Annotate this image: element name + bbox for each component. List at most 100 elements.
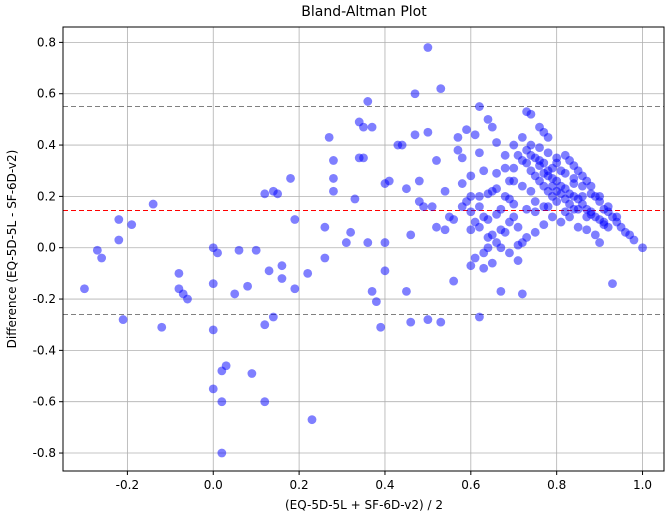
data-point xyxy=(410,89,420,99)
data-point xyxy=(475,191,484,201)
data-point xyxy=(470,217,480,227)
data-point xyxy=(509,163,519,173)
data-point xyxy=(251,245,261,255)
data-point xyxy=(273,189,283,199)
data-point xyxy=(466,261,476,271)
data-point xyxy=(127,220,137,230)
data-point xyxy=(509,176,519,186)
data-point xyxy=(423,127,433,137)
x-tick-label: 0.4 xyxy=(375,478,394,492)
data-point xyxy=(329,186,338,196)
data-point xyxy=(586,189,596,199)
data-point xyxy=(612,212,622,222)
data-point xyxy=(565,212,574,222)
data-point xyxy=(552,153,562,163)
data-point xyxy=(436,84,446,93)
data-point xyxy=(80,284,89,294)
data-point xyxy=(432,156,441,165)
data-point xyxy=(260,397,270,407)
data-point xyxy=(341,238,351,247)
data-point xyxy=(466,225,476,235)
y-tick-label: -0.6 xyxy=(33,395,56,409)
data-point xyxy=(346,227,356,237)
data-point xyxy=(530,227,540,237)
data-point xyxy=(380,238,390,247)
data-point xyxy=(367,122,377,132)
data-point xyxy=(479,166,489,176)
chart-title: Bland-Altman Plot xyxy=(301,4,427,20)
data-point xyxy=(595,238,605,247)
data-point xyxy=(509,140,519,150)
data-point xyxy=(436,317,446,327)
data-point xyxy=(457,179,467,188)
data-point xyxy=(590,230,600,240)
data-point xyxy=(268,312,278,322)
data-point xyxy=(475,102,484,111)
data-point xyxy=(208,279,218,289)
data-point xyxy=(234,245,244,255)
y-tick-label: 0.6 xyxy=(37,87,56,101)
data-point xyxy=(496,243,506,253)
data-point xyxy=(582,225,592,235)
data-point xyxy=(526,140,536,150)
data-point xyxy=(243,281,252,291)
data-point xyxy=(586,181,596,191)
data-point xyxy=(543,132,553,142)
data-point xyxy=(603,207,613,217)
y-tick-label: -0.8 xyxy=(33,446,56,460)
data-points xyxy=(80,43,647,458)
data-point xyxy=(569,174,579,183)
data-point xyxy=(376,322,386,332)
x-tick-label: 0.0 xyxy=(204,478,223,492)
data-point xyxy=(483,243,493,253)
data-point xyxy=(453,145,463,155)
data-point xyxy=(410,130,420,140)
data-point xyxy=(423,315,433,324)
data-point xyxy=(118,315,128,324)
data-point xyxy=(530,207,540,217)
data-point xyxy=(535,156,544,165)
data-point xyxy=(453,132,463,142)
data-point xyxy=(578,181,587,191)
data-point xyxy=(505,248,514,258)
data-point xyxy=(217,448,227,458)
data-point xyxy=(307,415,317,425)
data-point xyxy=(427,202,437,212)
data-point xyxy=(367,286,377,296)
data-point xyxy=(500,163,510,173)
data-point xyxy=(483,189,493,199)
data-point xyxy=(475,148,484,158)
y-axis-ticks: -0.8 -0.6 -0.4 -0.2 0.0 0.2 0.4 0.6 0.8 xyxy=(33,35,63,460)
data-point xyxy=(479,263,489,273)
data-point xyxy=(522,233,532,242)
data-point xyxy=(324,132,334,142)
data-point xyxy=(492,184,501,194)
data-point xyxy=(560,194,570,204)
data-point xyxy=(526,150,536,160)
grid-lines xyxy=(63,27,664,471)
data-point xyxy=(595,197,605,206)
data-point xyxy=(543,171,553,181)
data-point xyxy=(492,138,501,147)
data-point xyxy=(522,204,532,214)
data-point xyxy=(329,156,338,165)
data-point xyxy=(530,197,540,206)
data-point xyxy=(556,217,566,227)
data-point xyxy=(470,130,480,140)
y-tick-label: 0.8 xyxy=(37,35,56,49)
data-point xyxy=(513,256,523,265)
data-point xyxy=(483,114,493,124)
data-point xyxy=(406,230,416,240)
y-tick-label: -0.2 xyxy=(33,292,56,306)
data-point xyxy=(539,220,549,230)
data-point xyxy=(513,240,523,250)
data-point xyxy=(286,174,295,183)
x-tick-label: 1.0 xyxy=(633,478,652,492)
data-point xyxy=(440,225,450,235)
data-point xyxy=(208,384,218,394)
data-point xyxy=(475,202,484,212)
data-point xyxy=(543,148,553,158)
y-tick-label: 0.2 xyxy=(37,189,56,203)
data-point xyxy=(432,222,441,232)
data-point xyxy=(573,222,583,232)
